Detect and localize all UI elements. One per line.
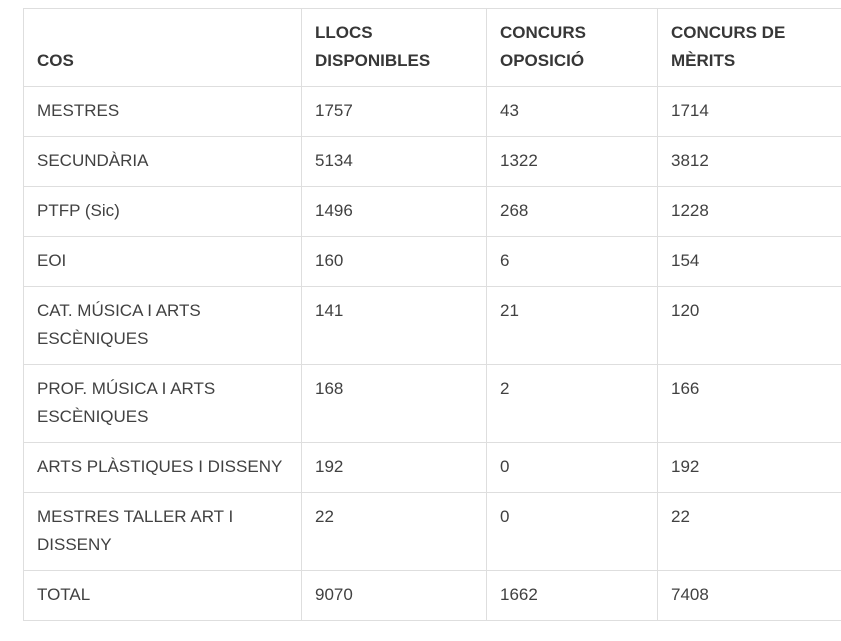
table-row: CAT. MÚSICA I ARTS ESCÈNIQUES 141 21 120 (23, 286, 841, 365)
table-row: EOI 160 6 154 (23, 236, 841, 287)
cell-cos: ARTS PLÀSTIQUES I DISSENY (23, 442, 302, 493)
cell-cos: PTFP (Sic) (23, 186, 302, 237)
column-header-concurs-oposicio: CONCURS OPOSICIÓ (486, 8, 658, 87)
cell-cos: EOI (23, 236, 302, 287)
cell-cos: SECUNDÀRIA (23, 136, 302, 187)
cell-llocs: 1496 (301, 186, 487, 237)
cell-oposicio: 2 (486, 364, 658, 443)
table-row: PROF. MÚSICA I ARTS ESCÈNIQUES 168 2 166 (23, 364, 841, 443)
cell-oposicio: 21 (486, 286, 658, 365)
cell-llocs: 5134 (301, 136, 487, 187)
cell-merits: 7408 (657, 570, 841, 621)
cell-llocs: 192 (301, 442, 487, 493)
table-row: MESTRES TALLER ART I DISSENY 22 0 22 (23, 492, 841, 571)
cell-merits: 154 (657, 236, 841, 287)
cell-merits: 120 (657, 286, 841, 365)
table-row: PTFP (Sic) 1496 268 1228 (23, 186, 841, 237)
cell-merits: 1228 (657, 186, 841, 237)
cell-llocs: 9070 (301, 570, 487, 621)
table-row-total: TOTAL 9070 1662 7408 (23, 570, 841, 621)
cell-llocs: 22 (301, 492, 487, 571)
cell-cos: MESTRES TALLER ART I DISSENY (23, 492, 302, 571)
table-row: MESTRES 1757 43 1714 (23, 86, 841, 137)
column-header-concurs-de-merits: CONCURS DE MÈRITS (657, 8, 841, 87)
cell-llocs: 168 (301, 364, 487, 443)
column-header-llocs-disponibles: LLOCS DISPONIBLES (301, 8, 487, 87)
cell-oposicio: 0 (486, 492, 658, 571)
cell-merits: 3812 (657, 136, 841, 187)
cell-llocs: 141 (301, 286, 487, 365)
table-header-row: COS LLOCS DISPONIBLES CONCURS OPOSICIÓ C… (23, 8, 841, 87)
cell-merits: 22 (657, 492, 841, 571)
cell-oposicio: 6 (486, 236, 658, 287)
cell-llocs: 1757 (301, 86, 487, 137)
cell-oposicio: 0 (486, 442, 658, 493)
cell-cos: TOTAL (23, 570, 302, 621)
cell-oposicio: 268 (486, 186, 658, 237)
cell-merits: 192 (657, 442, 841, 493)
table-row: SECUNDÀRIA 5134 1322 3812 (23, 136, 841, 187)
cell-cos: MESTRES (23, 86, 302, 137)
column-header-cos: COS (23, 8, 302, 87)
table-row: ARTS PLÀSTIQUES I DISSENY 192 0 192 (23, 442, 841, 493)
cell-merits: 166 (657, 364, 841, 443)
cell-llocs: 160 (301, 236, 487, 287)
cell-oposicio: 43 (486, 86, 658, 137)
cell-oposicio: 1322 (486, 136, 658, 187)
cell-cos: CAT. MÚSICA I ARTS ESCÈNIQUES (23, 286, 302, 365)
cell-cos: PROF. MÚSICA I ARTS ESCÈNIQUES (23, 364, 302, 443)
positions-table: COS LLOCS DISPONIBLES CONCURS OPOSICIÓ C… (23, 8, 841, 621)
cell-oposicio: 1662 (486, 570, 658, 621)
cell-merits: 1714 (657, 86, 841, 137)
